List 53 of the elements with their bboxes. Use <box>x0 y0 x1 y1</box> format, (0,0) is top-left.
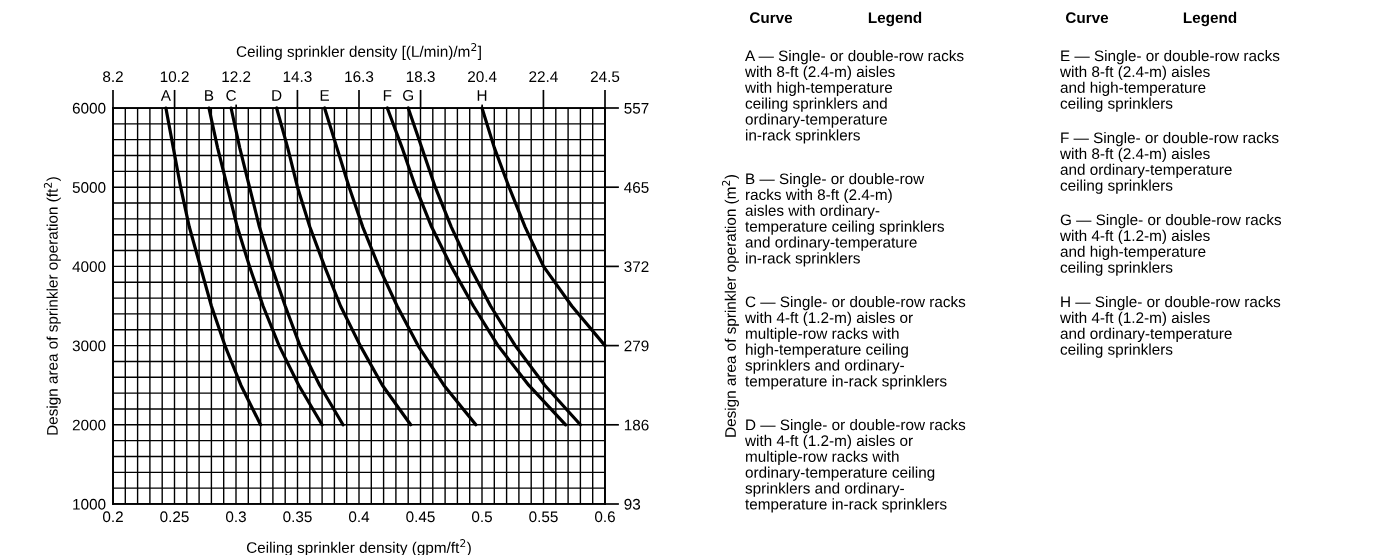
text: G — Single- or double-row racks with 4-ft (1.2-m) aisles and high-temperature ceiling sprinklers <box>1059 214 1282 276</box>
text: F — Single- or double-row racks with 8-ft (2.4-m) aisles and ordinary-temperature ceiling sprinklers <box>1059 132 1279 194</box>
x-tick-label: 0.2 <box>102 511 123 523</box>
x2-tick-label: 10.2 <box>160 71 189 83</box>
y-axis-title: Design area of sprinkler operation (ft$^{2}$) <box>43 177 61 435</box>
x2-tick-label: 24.5 <box>590 71 620 83</box>
x2-tick-label: 20.4 <box>468 71 497 83</box>
y2-tick-label: 186 <box>624 419 649 431</box>
y-tick-label: 2000 <box>72 419 106 431</box>
x-tick-label: 0.6 <box>594 511 615 523</box>
annotation: G <box>403 90 413 101</box>
text: A — Single- or double-row racks with 8-ft (2.4-m) aisles with high-temperature ceiling sprinklers and ordinary-temperature in-rack sprinklers <box>744 50 964 144</box>
y2-axis-title: Design area of sprinkler operation (m$^{2}$) <box>722 175 739 437</box>
text: Legend <box>1183 11 1237 27</box>
x2-tick-label: 18.3 <box>406 71 435 83</box>
x2-tick-label: 14.3 <box>283 71 312 83</box>
text: C — Single- or double-row racks with 4-ft (1.2-m) aisles or multiple-row racks with high-temperature ceiling sprinklers and ordinary- temperature in-rack sprinklers <box>744 296 966 390</box>
text: Curve <box>1065 12 1109 24</box>
y2-tick-label: 372 <box>624 261 649 273</box>
annotation: B <box>205 90 214 101</box>
x2-tick-label: 16.3 <box>345 71 374 83</box>
x-tick-label: 0.4 <box>348 511 370 523</box>
y2-tick-label: 465 <box>624 182 649 193</box>
y-tick-label: 6000 <box>72 102 106 114</box>
x2-tick-label: 22.4 <box>529 71 558 82</box>
text: Legend <box>868 11 922 27</box>
x2-axis-title: Ceiling sprinkler density [(L/min)/m$^{2}$] <box>236 43 481 61</box>
annotation: F <box>383 90 392 101</box>
text: Curve <box>749 12 793 24</box>
annotation: A <box>160 90 171 101</box>
annotation: D <box>272 90 282 101</box>
text: H — Single- or double-row racks with 4-ft (1.2-m) aisles and ordinary-temperature ceiling sprinklers <box>1059 296 1281 358</box>
x-tick-label: 0.55 <box>529 511 558 523</box>
y2-tick-label: 557 <box>624 103 649 114</box>
x-tick-label: 0.3 <box>225 511 246 523</box>
x-tick-label: 0.35 <box>283 511 312 523</box>
text: D — Single- or double-row racks with 4-ft (1.2-m) aisles or multiple-row racks with ordinary-temperature ceiling sprinklers and ordinary- temperature in-rack sprinklers <box>744 419 966 513</box>
x2-tick-label: 8.2 <box>103 71 123 83</box>
x-tick-label: 0.45 <box>406 511 435 523</box>
annotation: C <box>226 90 237 101</box>
text: B — Single- or double-row racks with 8-ft (2.4-m) aisles with ordinary- temperature ceiling sprinklers and ordinary-temperature in-rack sprinklers <box>745 173 944 267</box>
y-tick-label: 1000 <box>73 498 106 510</box>
x2-tick-label: 12.2 <box>222 71 251 82</box>
text: E — Single- or double-row racks with 8-ft (2.4-m) aisles and high-temperature ceiling sprinklers <box>1059 50 1280 112</box>
x-tick-label: 0.5 <box>471 511 492 523</box>
y2-tick-label: 93 <box>624 498 641 510</box>
x-tick-label: 0.25 <box>160 511 189 523</box>
y-tick-label: 4000 <box>72 261 106 273</box>
y-tick-label: 5000 <box>72 182 106 193</box>
annotation: H <box>477 90 487 101</box>
annotation: E <box>320 90 329 101</box>
y2-tick-label: 279 <box>624 340 649 352</box>
y-tick-label: 3000 <box>72 340 106 352</box>
